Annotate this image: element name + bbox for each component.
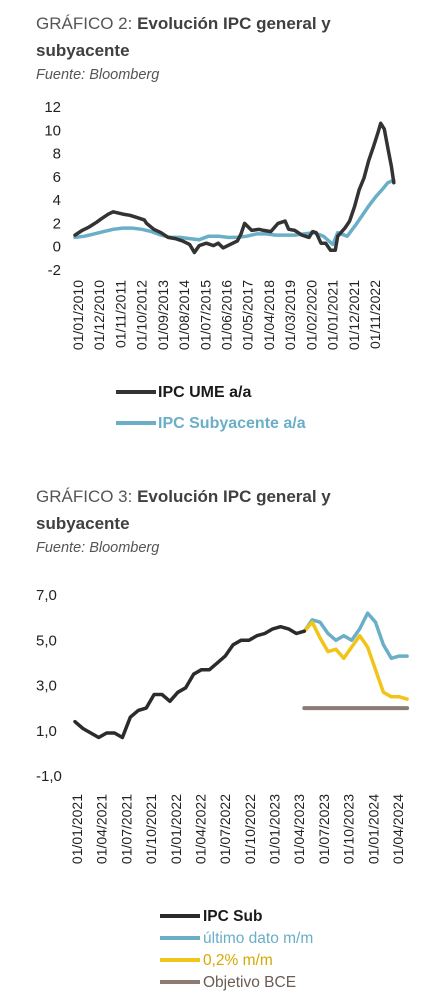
chart2-series-line-1 bbox=[73, 178, 396, 247]
chart2-x-tick-label: 01/03/2019 bbox=[282, 280, 298, 350]
chart3-series-line-2 bbox=[302, 620, 409, 701]
chart2-title-prefix: GRÁFICO 2: bbox=[36, 14, 138, 33]
chart3-x-tick-label: 01/01/2021 bbox=[69, 794, 85, 864]
chart3-x-tick-label: 01/10/2023 bbox=[341, 794, 357, 864]
chart3-series-line-0 bbox=[73, 624, 307, 740]
chart3-source: Fuente: Bloomberg bbox=[36, 540, 160, 556]
chart3-y-tick-label: 3,0 bbox=[36, 678, 57, 695]
chart3-series-line-1 bbox=[302, 611, 409, 661]
chart3-legend-label: Objetivo BCE bbox=[203, 974, 296, 991]
chart2-y-tick-label: 2 bbox=[53, 215, 61, 232]
chart2-x-tick-label: 01/12/2010 bbox=[91, 280, 107, 350]
chart3-x-tick-label: 01/01/2024 bbox=[365, 794, 381, 864]
chart2-x-tick-label: 01/11/2022 bbox=[367, 280, 383, 349]
chart3-y-tick-label: 7,0 bbox=[36, 587, 57, 604]
chart3-x-tick-label: 01/04/2021 bbox=[94, 794, 110, 864]
chart2-x-tick-label: 01/04/2018 bbox=[261, 280, 277, 350]
chart2-x-tick-label: 01/07/2015 bbox=[197, 280, 213, 350]
chart2-y-tick-label: 8 bbox=[53, 146, 61, 163]
chart2-plot: -2 0 2 4 6 8 10 12 01/01/2010 01/12/2010 01/11/201… bbox=[44, 99, 396, 432]
chart2-legend-label: IPC Subyacente a/a bbox=[158, 415, 306, 432]
chart2-y-tick-label: 12 bbox=[44, 99, 61, 116]
chart3-x-tick-label: 01/01/2023 bbox=[267, 794, 283, 864]
chart2-x-tick-label: 01/12/2021 bbox=[346, 280, 362, 350]
chart2-y-tick-label: -2 bbox=[48, 262, 61, 279]
chart3-y-tick-label: 5,0 bbox=[36, 632, 57, 649]
chart2-x-tick-label: 01/06/2016 bbox=[219, 280, 235, 350]
chart3-title: GRÁFICO 3: Evolución IPC general y subya… bbox=[36, 483, 406, 537]
chart3-plot: -1,0 1,0 3,0 5,0 7,0 01/01/2021 01/04/2021 01/0… bbox=[36, 587, 410, 991]
chart2-title: GRÁFICO 2: Evolución IPC general y subya… bbox=[36, 10, 406, 64]
chart3-x-tick-label: 01/04/2022 bbox=[192, 794, 208, 864]
chart3-legend-label: último dato m/m bbox=[203, 930, 313, 947]
chart2-x-tick-label: 01/02/2020 bbox=[303, 280, 319, 350]
chart2-y-tick-label: 0 bbox=[53, 239, 61, 256]
chart2-y-tick-label: 10 bbox=[44, 122, 61, 139]
chart3-x-tick-label: 01/07/2021 bbox=[118, 794, 134, 864]
chart3-x-tick-label: 01/01/2022 bbox=[168, 794, 184, 864]
chart2-x-tick-label: 01/05/2017 bbox=[240, 280, 256, 350]
chart3-title-prefix: GRÁFICO 3: bbox=[36, 487, 138, 506]
chart2-x-tick-label: 01/11/2011 bbox=[112, 280, 128, 348]
chart2-y-tick-label: 6 bbox=[53, 169, 61, 186]
chart2-y-tick-label: 4 bbox=[53, 192, 61, 209]
chart2-x-tick-label: 01/09/2013 bbox=[155, 280, 171, 350]
chart3-x-tick-label: 01/10/2022 bbox=[242, 794, 258, 864]
chart3-legend-label: 0,2% m/m bbox=[203, 952, 273, 969]
chart2-x-tick-label: 01/08/2014 bbox=[176, 280, 192, 350]
chart3-legend-label: IPC Sub bbox=[203, 908, 262, 925]
chart2-series-line-0 bbox=[73, 121, 396, 255]
chart2-x-tick-label: 01/01/2010 bbox=[70, 280, 86, 350]
chart3-title-main: Evolución IPC general y subyacente bbox=[36, 487, 331, 533]
chart2-legend-label: IPC UME a/a bbox=[158, 384, 251, 401]
chart2-x-tick-label: 01/10/2012 bbox=[134, 280, 150, 350]
chart2-title-main: Evolución IPC general y subyacente bbox=[36, 14, 331, 60]
chart2-source: Fuente: Bloomberg bbox=[36, 67, 160, 83]
chart3-x-tick-label: 01/10/2021 bbox=[143, 794, 159, 864]
chart3-x-tick-label: 01/07/2022 bbox=[217, 794, 233, 864]
chart3-y-tick-label: 1,0 bbox=[36, 723, 57, 740]
chart2-x-tick-label: 01/01/2021 bbox=[325, 280, 341, 350]
chart3-x-tick-label: 01/04/2023 bbox=[291, 794, 307, 864]
chart3-y-tick-label: -1,0 bbox=[36, 768, 62, 785]
chart3-x-tick-label: 01/04/2024 bbox=[390, 794, 406, 864]
chart3-x-tick-label: 01/07/2023 bbox=[316, 794, 332, 864]
